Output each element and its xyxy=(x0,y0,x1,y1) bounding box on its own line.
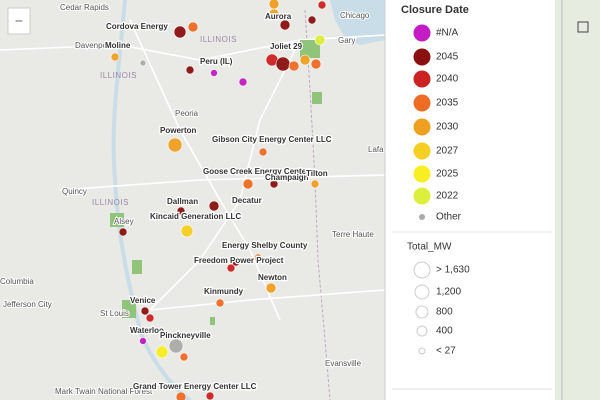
legend-label: 2040 xyxy=(436,74,459,85)
plant-label: Gibson City Energy Center LLC xyxy=(212,135,332,144)
legend-swatch xyxy=(413,94,431,112)
plant-label: Moline xyxy=(105,41,131,50)
map-labels: Cedar Rapids Davenport Chicago Gary Peor… xyxy=(0,2,385,397)
legend-swatch xyxy=(413,70,431,88)
legend-label: #N/A xyxy=(436,28,459,39)
legend-label: 2022 xyxy=(436,191,459,202)
plant-label: Venice xyxy=(130,296,156,305)
city-label: Cedar Rapids xyxy=(60,3,109,12)
state-border xyxy=(304,9,331,400)
plant-label: Waterloo xyxy=(130,326,164,335)
plant-label: Cordova Energy xyxy=(106,22,168,31)
city-label: Gary xyxy=(338,36,355,45)
city-label: Evansville xyxy=(325,359,362,368)
legend-label: 1,200 xyxy=(436,287,461,298)
legend-size-swatch xyxy=(413,261,431,279)
plant-label: Powerton xyxy=(160,126,197,135)
city-label: Peoria xyxy=(175,109,199,118)
plant-markers xyxy=(110,0,327,400)
legend-label: > 1,630 xyxy=(436,265,470,276)
plant-label: Champaign xyxy=(265,173,309,182)
city-label: Davenport xyxy=(75,41,113,50)
plant-label: Peru (IL) xyxy=(200,57,233,66)
plant-label: Goose Creek Energy Center xyxy=(203,167,309,176)
legend-label: 2030 xyxy=(436,122,459,133)
legend-label: 2025 xyxy=(436,169,459,180)
legend-label: Other xyxy=(436,212,462,223)
city-label: Terre Haute xyxy=(332,230,374,239)
plant-label: Joliet 29 xyxy=(270,42,303,51)
legend-label: 2045 xyxy=(436,52,459,63)
legend-swatch xyxy=(413,48,431,66)
plant-label: Energy Shelby County xyxy=(222,241,308,250)
parks xyxy=(110,40,322,325)
legend-swatch xyxy=(413,165,431,183)
legend-toggle-icon[interactable] xyxy=(577,21,589,33)
city-label: Mark Twain National Forest xyxy=(55,387,153,396)
zoom-out-icon: − xyxy=(15,13,23,29)
legend-swatch xyxy=(413,142,431,160)
legend-swatch xyxy=(419,214,425,220)
plant-label: Tilton xyxy=(306,169,328,178)
city-label: Columbia xyxy=(0,277,34,286)
legend-size-swatch xyxy=(415,305,429,319)
plant-label: Dallman xyxy=(167,197,198,206)
plant-label: Aurora xyxy=(265,12,292,21)
legend-label: 800 xyxy=(436,307,453,318)
city-label: Lafa xyxy=(368,145,384,154)
legend-swatch xyxy=(413,24,431,42)
lake-michigan xyxy=(330,0,385,45)
zoom-out-button[interactable] xyxy=(7,7,31,35)
state-label: ILLINOIS xyxy=(100,71,137,80)
legend-title: Total_MW xyxy=(407,242,452,253)
legend-label: 400 xyxy=(436,326,453,337)
legend-label: < 27 xyxy=(436,346,456,357)
roads xyxy=(0,19,386,321)
river xyxy=(111,0,192,400)
plant-label: Freedom Power Project xyxy=(194,256,284,265)
legend-size-swatch xyxy=(414,284,430,300)
city-label: St Louis xyxy=(100,309,129,318)
legend-size-swatch xyxy=(416,325,428,337)
legend-label: 2035 xyxy=(436,98,459,109)
plant-label: Decatur xyxy=(232,196,262,205)
city-label: Alsey xyxy=(114,217,134,226)
state-label: ILLINOIS xyxy=(200,35,237,44)
plant-label: Kincaid Generation LLC xyxy=(150,212,241,221)
legend-label: 2027 xyxy=(436,146,459,157)
legend-size-swatch xyxy=(418,347,426,355)
legend-title: Closure Date xyxy=(401,4,469,16)
plant-label: Pinckneyville xyxy=(160,331,211,340)
city-label: Jefferson City xyxy=(3,300,52,309)
legend-panel xyxy=(385,0,555,400)
plant-label: Kinmundy xyxy=(204,287,244,296)
state-label: ILLINOIS xyxy=(92,198,129,207)
plant-label: Newton xyxy=(258,273,287,282)
city-label: Quincy xyxy=(62,187,87,196)
legend-swatch xyxy=(413,187,431,205)
city-label: Chicago xyxy=(340,11,370,20)
legend-swatch xyxy=(413,118,431,136)
plant-label: Grand Tower Energy Center LLC xyxy=(133,382,257,391)
